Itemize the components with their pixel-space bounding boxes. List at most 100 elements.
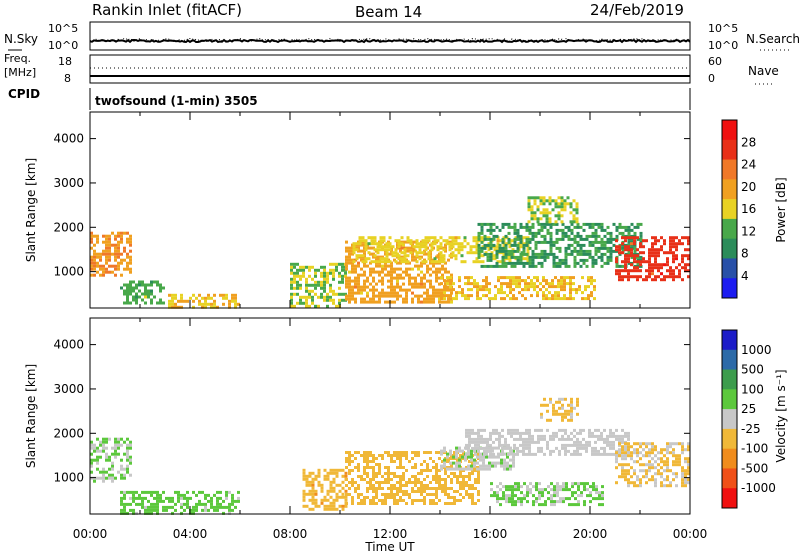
data-cell [439,236,443,240]
data-cell [465,484,468,487]
data-cell [642,475,645,479]
data-cell [317,268,320,272]
data-cell [222,296,225,300]
data-cell [372,472,375,475]
data-cell [117,261,120,265]
data-cell [538,482,541,486]
data-cell [582,446,585,450]
data-cell [489,243,493,247]
data-cell [467,297,470,301]
data-cell [341,265,344,269]
data-cell [573,443,576,447]
data-cell [678,442,681,446]
data-cell [459,493,462,496]
data-cell [612,237,616,241]
data-cell [198,299,201,303]
data-cell [351,285,354,289]
data-cell [396,285,399,289]
data-cell [396,297,399,301]
data-cell [314,274,317,278]
data-cell [390,282,393,286]
data-cell [456,499,459,502]
data-cell [563,208,567,212]
data-cell [534,231,538,235]
data-cell [99,255,102,259]
data-cell [458,467,461,471]
data-cell [406,239,410,243]
data-cell [102,249,105,253]
data-cell [390,273,393,277]
data-cell [684,266,687,270]
data-cell [338,504,342,508]
data-cell [435,478,438,481]
data-cell [415,239,419,243]
data-cell [572,297,575,301]
data-cell [498,443,501,447]
data-cell [446,455,449,459]
data-cell [323,283,326,287]
data-cell [503,297,506,301]
data-cell [314,504,318,508]
data-cell [153,508,156,512]
data-cell [396,466,399,469]
data-cell [326,271,329,275]
data-cell [225,490,228,494]
data-cell [675,254,678,258]
data-cell [648,248,651,252]
data-cell [633,472,636,476]
data-cell [457,242,461,246]
data-cell [555,228,559,232]
data-cell [210,502,213,506]
data-cell [508,485,511,489]
data-cell [399,481,402,484]
data-cell [651,475,654,479]
data-cell [147,508,150,512]
data-cell [435,481,438,484]
data-cell [420,484,423,487]
data-cell [545,279,548,283]
data-cell [517,500,520,504]
data-cell [582,437,585,441]
data-cell [348,469,351,472]
data-cell [551,294,554,298]
data-cell [341,468,345,472]
data-cell [651,251,654,255]
data-cell [621,437,624,441]
data-cell [222,302,225,306]
data-cell [186,502,189,506]
data-cell [475,245,479,249]
data-cell [556,491,559,495]
data-cell [621,278,624,282]
data-cell [566,276,569,280]
data-cell [415,242,419,246]
data-cell [201,305,204,309]
data-cell [531,255,535,259]
data-cell [414,285,417,289]
data-cell [293,286,296,290]
data-cell [393,493,396,496]
data-cell [464,276,467,280]
data-cell [370,260,374,264]
data-cell [651,466,654,470]
x-tick-labels: 00:00 04:00 08:00 12:00 16:00 20:00 00:00 [73,527,708,541]
data-cell [387,469,390,472]
data-cell [344,271,347,275]
data-cell [531,234,535,238]
data-cell [129,458,132,462]
data-cell [457,248,461,252]
data-cell [502,485,505,489]
data-cell [369,451,372,454]
data-cell [210,496,213,500]
data-cell [458,285,461,289]
data-cell [549,225,553,229]
data-cell [363,496,366,499]
data-cell [594,449,597,453]
data-cell [525,240,529,244]
data-cell [548,291,551,295]
data-cell [678,275,681,279]
data-cell [384,451,387,454]
data-cell [542,208,546,212]
y-tick-label: 4000 [53,338,84,352]
data-cell [583,485,586,489]
data-cell [141,292,144,296]
